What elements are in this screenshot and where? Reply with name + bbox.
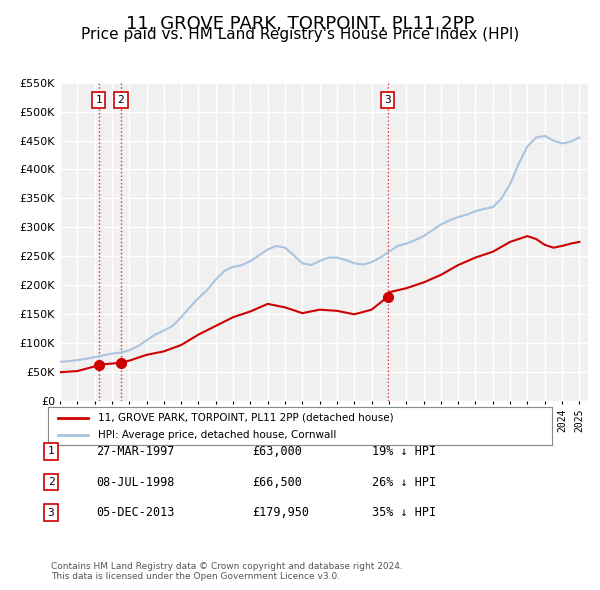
Text: 11, GROVE PARK, TORPOINT, PL11 2PP (detached house): 11, GROVE PARK, TORPOINT, PL11 2PP (deta…: [98, 413, 394, 423]
Text: 08-JUL-1998: 08-JUL-1998: [96, 476, 175, 489]
Text: Contains HM Land Registry data © Crown copyright and database right 2024.
This d: Contains HM Land Registry data © Crown c…: [51, 562, 403, 581]
Text: £63,000: £63,000: [252, 445, 302, 458]
Text: £179,950: £179,950: [252, 506, 309, 519]
Text: 11, GROVE PARK, TORPOINT, PL11 2PP: 11, GROVE PARK, TORPOINT, PL11 2PP: [126, 15, 474, 33]
Text: 19% ↓ HPI: 19% ↓ HPI: [372, 445, 436, 458]
Text: 1: 1: [95, 95, 102, 105]
Text: 26% ↓ HPI: 26% ↓ HPI: [372, 476, 436, 489]
Text: 2: 2: [118, 95, 124, 105]
Text: 2: 2: [47, 477, 55, 487]
Text: 27-MAR-1997: 27-MAR-1997: [96, 445, 175, 458]
Text: Price paid vs. HM Land Registry's House Price Index (HPI): Price paid vs. HM Land Registry's House …: [81, 27, 519, 41]
Text: 35% ↓ HPI: 35% ↓ HPI: [372, 506, 436, 519]
Text: 05-DEC-2013: 05-DEC-2013: [96, 506, 175, 519]
Text: 3: 3: [47, 508, 55, 517]
Text: £66,500: £66,500: [252, 476, 302, 489]
Text: 3: 3: [384, 95, 391, 105]
Text: 1: 1: [47, 447, 55, 456]
Text: HPI: Average price, detached house, Cornwall: HPI: Average price, detached house, Corn…: [98, 430, 337, 440]
